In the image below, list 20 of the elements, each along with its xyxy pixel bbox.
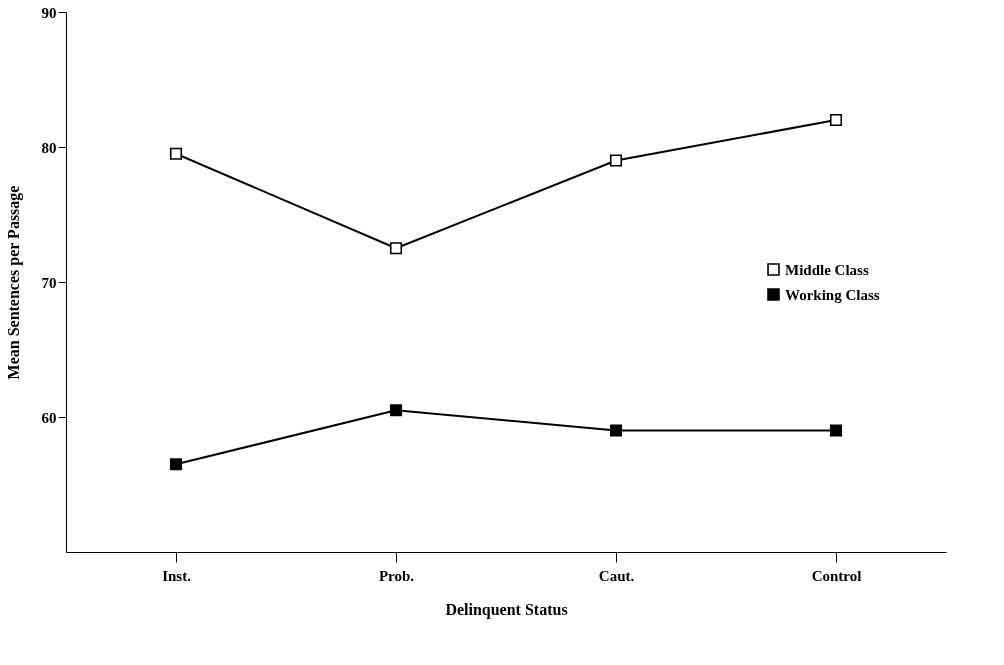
point: [829, 113, 843, 127]
point: [609, 424, 623, 437]
y-tick-label: 90: [41, 4, 57, 21]
y-tick-label: 70: [41, 274, 57, 291]
y-tick-label: 60: [41, 409, 57, 426]
x-tick-label: Prob.: [378, 567, 415, 584]
point: [829, 424, 843, 437]
x-axis-title: Delinquent Status: [445, 600, 568, 619]
x-tick-label: Inst.: [162, 567, 192, 584]
point: [169, 458, 183, 471]
x-tick-label: Control: [811, 567, 862, 584]
point: [609, 154, 623, 167]
point: [169, 147, 183, 160]
x-tick-label: Caut.: [598, 567, 635, 584]
legend-label: Working Class: [785, 286, 880, 303]
y-tick-label: 80: [41, 139, 57, 156]
point: [389, 404, 403, 417]
y-axis-title: Mean Sentences per Passage: [4, 185, 23, 380]
point: [389, 242, 403, 255]
legend-label: Middle Class: [785, 261, 869, 278]
